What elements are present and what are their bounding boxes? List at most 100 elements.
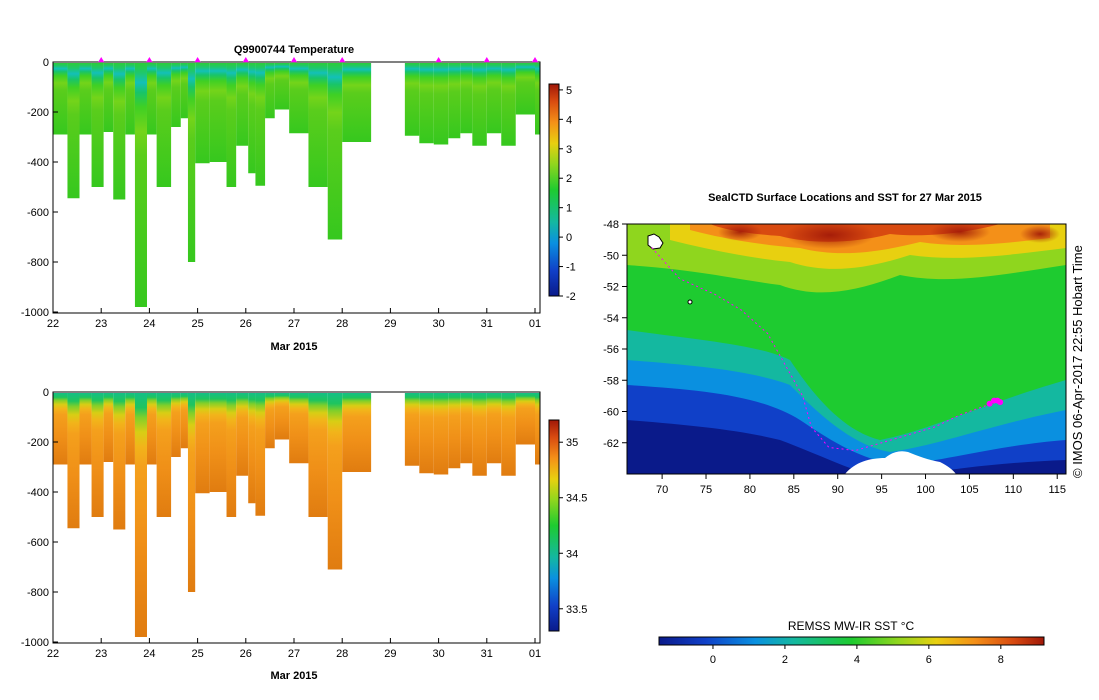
map-x-tick-label: 80 [744,484,756,496]
map-title: SealCTD Surface Locations and SST for 27… [708,192,982,204]
x-tick-label: 30 [432,318,444,330]
x-tick-label: 28 [336,648,348,660]
x-tick-label: 22 [47,648,59,660]
profile-column [67,393,80,529]
sst-field [627,224,1066,474]
profile-column [195,393,210,494]
y-tick-label: -200 [27,107,49,119]
x-tick-label: 25 [191,648,203,660]
colorbar-tick-label: 3 [566,144,572,156]
profile-column [308,63,328,187]
sst-colorbar-tick-label: 8 [998,654,1004,666]
sst-colorbar-tick-label: 0 [710,654,716,666]
salinity-profiles [53,393,540,637]
map-y-tick-label: -58 [603,375,619,387]
profile-column [472,393,487,476]
seal-track [651,247,1004,452]
profile-column [226,393,237,517]
profile-column [274,393,290,440]
profile-marker [339,57,346,62]
profile-column [265,393,275,449]
profile-column [156,63,172,187]
salinity-axes-frame [52,391,541,644]
x-tick-label: 01 [529,318,541,330]
map-y-tick-label: -54 [603,313,619,325]
colorbar-tick-label: 0 [566,232,572,244]
profile-column [460,393,473,464]
temperature-colorbar [548,83,560,297]
profile-column [404,63,420,136]
salinity-colorbar [548,419,560,632]
profile-column [515,63,535,115]
x-tick-label: 23 [95,318,107,330]
profile-column [327,393,343,570]
y-tick-label: -600 [27,207,49,219]
profile-marker [242,57,249,62]
x-tick-label: 23 [95,648,107,660]
profile-column [91,393,104,517]
sst-colorbar-tick-label: 4 [854,654,860,666]
temperature-xlabel: Mar 2015 [270,341,317,353]
profile-column [53,63,68,135]
profile-column [236,63,249,146]
y-tick-label: -1000 [21,637,49,649]
seal-surface-location [997,399,1004,406]
profile-column [236,393,249,476]
profile-column [125,63,135,135]
x-tick-label: 31 [481,318,493,330]
temperature-title: Q9900744 Temperature [234,44,354,56]
temperature-panel: Q9900744 Temperature 22 23 24 25 26 27 28 29 30 3… [21,44,576,353]
profile-column [187,393,196,592]
x-tick-label: 30 [432,648,444,660]
map-x-tick-label: 115 [1048,484,1066,496]
map-x-tick-label: 90 [832,484,844,496]
y-tick-label: -200 [27,437,49,449]
profile-column [486,393,502,464]
map-y-tick-label: -52 [603,282,619,294]
map-x-tick-label: 85 [788,484,800,496]
temperature-profiles [53,63,540,307]
profile-column [419,63,434,144]
profile-column [289,63,309,134]
profile-column [113,393,126,530]
profile-column [255,63,266,186]
profile-column [134,393,147,637]
y-tick-label: -800 [27,587,49,599]
profile-column [79,63,92,135]
sst-colorbar-label: REMSS MW-IR SST °C [788,619,915,633]
profile-column [308,393,328,517]
profile-column [134,63,147,307]
profile-column [156,393,172,517]
colorbar-tick-label: 1 [566,203,572,215]
y-tick-label: -400 [27,487,49,499]
profile-column [171,393,181,457]
profile-column [226,63,237,187]
profile-column [342,393,372,472]
x-tick-label: 27 [288,648,300,660]
x-tick-label: 29 [384,648,396,660]
map-x-tick-label: 75 [700,484,712,496]
profile-column [146,63,157,135]
sst-map-panel: SealCTD Surface Locations and SST for 27… [603,192,1085,666]
profile-column [265,63,275,119]
map-x-tick-label: 110 [1005,484,1023,496]
map-x-tick-label: 100 [916,484,934,496]
y-tick-label: -800 [27,257,49,269]
map-x-tick-label: 70 [656,484,668,496]
salinity-xlabel: Mar 2015 [270,670,317,682]
colorbar-tick-label: 34 [566,548,578,560]
x-tick-label: 22 [47,318,59,330]
profile-column [433,63,449,145]
profile-marker [146,57,153,62]
map-x-tick-label: 95 [875,484,887,496]
map-y-tick-label: -50 [603,250,619,262]
profile-column [146,393,157,465]
x-tick-label: 24 [143,648,155,660]
x-tick-label: 28 [336,318,348,330]
profile-column [187,63,196,262]
profile-column [289,393,309,464]
profile-column [448,393,461,469]
x-tick-label: 25 [191,318,203,330]
x-tick-label: 01 [529,648,541,660]
